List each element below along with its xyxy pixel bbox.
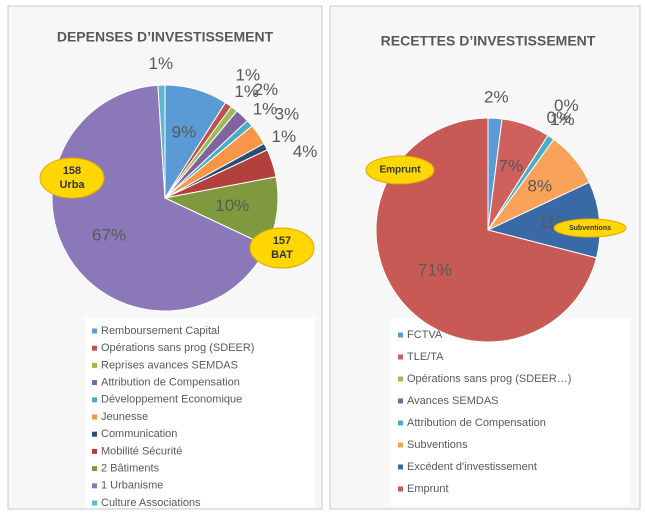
legend-label: Culture Associations: [101, 497, 201, 509]
data-label: 1%: [149, 54, 174, 73]
legend-label: FCTVA: [407, 329, 443, 341]
legend-swatch: [92, 483, 97, 489]
legend-swatch: [398, 464, 403, 470]
annotation: Subventions: [569, 225, 611, 232]
legend-swatch: [398, 398, 403, 404]
pie-slice: [51, 84, 268, 312]
legend-label: Excédent d'investissement: [407, 461, 537, 473]
annotation-bubble: [365, 155, 435, 185]
legend-label: 1 Urbanisme: [101, 480, 163, 492]
legend-label: Attribution de Compensation: [407, 417, 546, 429]
legend-label: TLE/TA: [407, 351, 444, 363]
data-label: 1%: [234, 82, 259, 101]
legend-label: 2 Bâtiments: [101, 463, 160, 475]
legend-swatch: [92, 362, 97, 368]
annotation: 157 BAT: [271, 235, 293, 261]
legend-swatch: [92, 345, 97, 351]
annotation-bubble: [39, 157, 105, 199]
legend-label: Communication: [101, 428, 177, 440]
legend-label: Développement Economique: [101, 394, 242, 406]
legend-swatch: [398, 332, 403, 338]
annotation-bubble: [553, 218, 627, 238]
annotation-bubble: [249, 227, 315, 269]
legend-swatch: [398, 442, 403, 448]
data-label: 67%: [92, 226, 126, 245]
legend-label: Emprunt: [407, 483, 449, 495]
data-label: 1%: [550, 110, 575, 129]
legend-swatch: [92, 397, 97, 403]
legend-label: Remboursement Capital: [101, 325, 220, 337]
legend-swatch: [398, 486, 403, 492]
legend-swatch: [398, 354, 403, 360]
data-label: 0%: [554, 96, 579, 115]
data-label: 3%: [275, 105, 300, 124]
data-label: 2%: [254, 80, 279, 99]
data-label: 9%: [172, 122, 197, 141]
legend-swatch: [92, 414, 97, 420]
legend-label: Jeunesse: [101, 411, 148, 423]
legend-label: Reprises avances SEMDAS: [101, 359, 238, 371]
data-label: 1%: [236, 66, 261, 85]
legend-swatch: [92, 328, 97, 334]
pie-slice: [157, 84, 166, 199]
annotation: 158 Urba: [59, 165, 85, 191]
legend-swatch: [398, 376, 403, 382]
legend-swatch: [92, 466, 97, 472]
data-label: 8%: [527, 177, 552, 196]
data-label: 0%: [547, 108, 572, 127]
legend-swatch: [92, 448, 97, 454]
right-legend-box: [390, 318, 630, 506]
data-label: 4%: [293, 142, 318, 161]
legend-label: Subventions: [407, 439, 468, 451]
left-legend-box: [85, 318, 315, 508]
data-label: 7%: [498, 156, 523, 175]
data-label: 1%: [272, 127, 297, 146]
data-label: 10%: [215, 196, 249, 215]
data-label: 2%: [484, 88, 509, 107]
data-label: 71%: [418, 261, 452, 280]
legend-swatch: [398, 420, 403, 426]
legend-label: Mobilité Sécurité: [101, 445, 182, 457]
annotation: Emprunt: [379, 165, 421, 176]
chart-title: DEPENSES D’INVESTISSEMENT: [57, 29, 274, 45]
legend-label: Opérations sans prog (SDEER): [101, 342, 254, 354]
legend-label: Opérations sans prog (SDEER…): [407, 373, 571, 385]
legend-swatch: [92, 431, 97, 437]
legend-swatch: [92, 380, 97, 386]
legend-label: Attribution de Compensation: [101, 377, 240, 389]
data-label: 1%: [253, 99, 278, 118]
legend-swatch: [92, 500, 97, 506]
chart-title: RECETTES D’INVESTISSEMENT: [381, 33, 596, 49]
legend-label: Avances SEMDAS: [407, 395, 499, 407]
